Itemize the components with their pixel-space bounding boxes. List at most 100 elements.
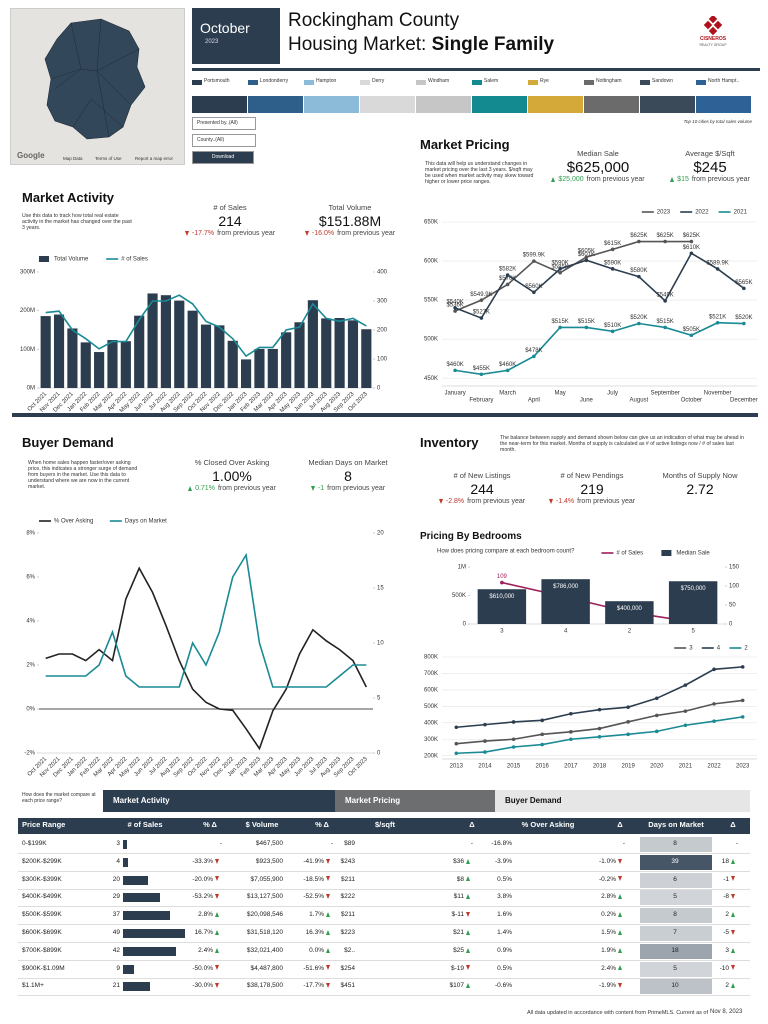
sales-bar (123, 857, 129, 867)
cell-text: $467,500 (255, 840, 283, 847)
legend-label: % Over Asking (54, 519, 93, 525)
point-label: $549.9K (470, 292, 492, 298)
table-cell: 5 (625, 893, 725, 900)
cell-text: 0.5% (497, 964, 512, 972)
legend-label: 4 (717, 646, 721, 652)
column-header: % Δ (315, 820, 329, 829)
column-header: % Over Asking (521, 820, 575, 829)
point (454, 725, 459, 730)
bar (294, 322, 305, 388)
tick-label: 100M (20, 347, 35, 353)
tick-label: 800K (424, 655, 438, 661)
filter-dropdown: Presented by..(All) (192, 117, 256, 130)
point (454, 741, 459, 746)
button[interactable]: Market Activity (103, 790, 335, 812)
tick-label: 4% (26, 619, 35, 625)
tick-label: 0 (463, 622, 467, 628)
x-tick-label: July (607, 391, 618, 397)
map-link: Map Data (63, 155, 83, 161)
point-label: $615K (604, 241, 621, 247)
table-cell: - (122, 840, 222, 847)
point (597, 707, 602, 712)
trend-arrow (326, 858, 330, 864)
trend-arrow (466, 983, 470, 989)
cell-text: -52.5% (303, 893, 324, 901)
legend-label: 2022 (695, 210, 709, 216)
trend-arrow (215, 965, 219, 971)
trend-arrow (326, 894, 330, 900)
table-cell: -53.2% (122, 893, 222, 900)
divider (12, 413, 758, 417)
legend-label: 2023 (657, 210, 671, 216)
cell-text: 6 (673, 875, 677, 883)
button[interactable]: Download (192, 151, 254, 164)
trend-arrow (731, 911, 735, 917)
trend-arrow (731, 983, 735, 989)
point-label: $599.9K (523, 253, 545, 259)
cell-text: -0.6% (495, 982, 512, 990)
cell-text: 16.3% (305, 929, 324, 936)
cell-text: -1.9% (599, 982, 616, 990)
cell-text: 2.8% (198, 911, 213, 919)
tick-label: 300M (20, 270, 35, 276)
bar (147, 293, 158, 388)
point-label: $582K (499, 267, 516, 273)
row-rule (18, 853, 750, 854)
cell-text: -10 (719, 964, 729, 972)
table-cell: $222 (255, 893, 355, 900)
point-label: $580K (630, 268, 647, 274)
cell-text: 5 (673, 893, 677, 901)
days-cell (640, 837, 712, 852)
table-cell: $38,178,500 (183, 982, 283, 989)
trend-arrow (466, 894, 470, 900)
table-cell: $243 (255, 858, 355, 865)
kpi-change-note: from previous year (217, 230, 276, 237)
point (740, 715, 745, 719)
line (45, 552, 367, 688)
cell-text: 0.9% (497, 946, 512, 954)
map-shape (44, 18, 146, 140)
bar (605, 601, 654, 624)
cell-text: $211 (341, 911, 355, 919)
trend-arrow (466, 965, 470, 971)
table-cell: 3.8% (412, 893, 512, 900)
button[interactable]: Market Pricing (335, 790, 495, 812)
button[interactable]: Buyer Demand (495, 790, 750, 812)
point (712, 702, 716, 706)
table-cell: 1.7% (233, 911, 333, 918)
table-cell: $7,055,900 (183, 876, 283, 883)
sales-bar (123, 875, 149, 885)
section-description: The balance between supply and demand sh… (500, 435, 744, 453)
table-cell: 2.8% (122, 911, 222, 918)
town-name: Salem (484, 78, 499, 84)
table-cell: $-11 (373, 911, 473, 918)
bar (254, 348, 265, 388)
table-cell: $600K-$699K (22, 929, 62, 936)
tick-label: 0 (729, 622, 733, 628)
kpi-change-note: from previous year (577, 498, 636, 505)
tick-label: 450K (424, 376, 438, 382)
x-tick-label: August (630, 398, 649, 404)
table-cell: 16.7% (122, 929, 222, 936)
cell-text: $21 (453, 929, 464, 936)
kpi-label: Total Volume (328, 203, 372, 212)
trend-arrow (184, 230, 189, 236)
chart-subtitle: How does pricing compare at each bedroom… (437, 549, 575, 555)
cell-text: 37 (112, 911, 120, 919)
table-cell: 10 (625, 982, 725, 989)
cell-text: $400K-$499K (22, 893, 62, 901)
bar (281, 332, 292, 388)
point (532, 290, 536, 295)
cell-text: $36 (453, 857, 464, 865)
cell-text: - (622, 840, 625, 847)
table-cell: 1.4% (412, 929, 512, 936)
x-tick-label: 2018 (593, 764, 607, 770)
point (505, 368, 510, 373)
point (532, 259, 536, 263)
tick-label: 10 (377, 641, 384, 647)
point (637, 321, 641, 326)
table-cell: $200K-$299K (22, 858, 62, 865)
legend-label: 2021 (734, 210, 748, 216)
kpi-change-note: from previous year (691, 176, 750, 183)
table-cell: 1.6% (412, 911, 512, 918)
